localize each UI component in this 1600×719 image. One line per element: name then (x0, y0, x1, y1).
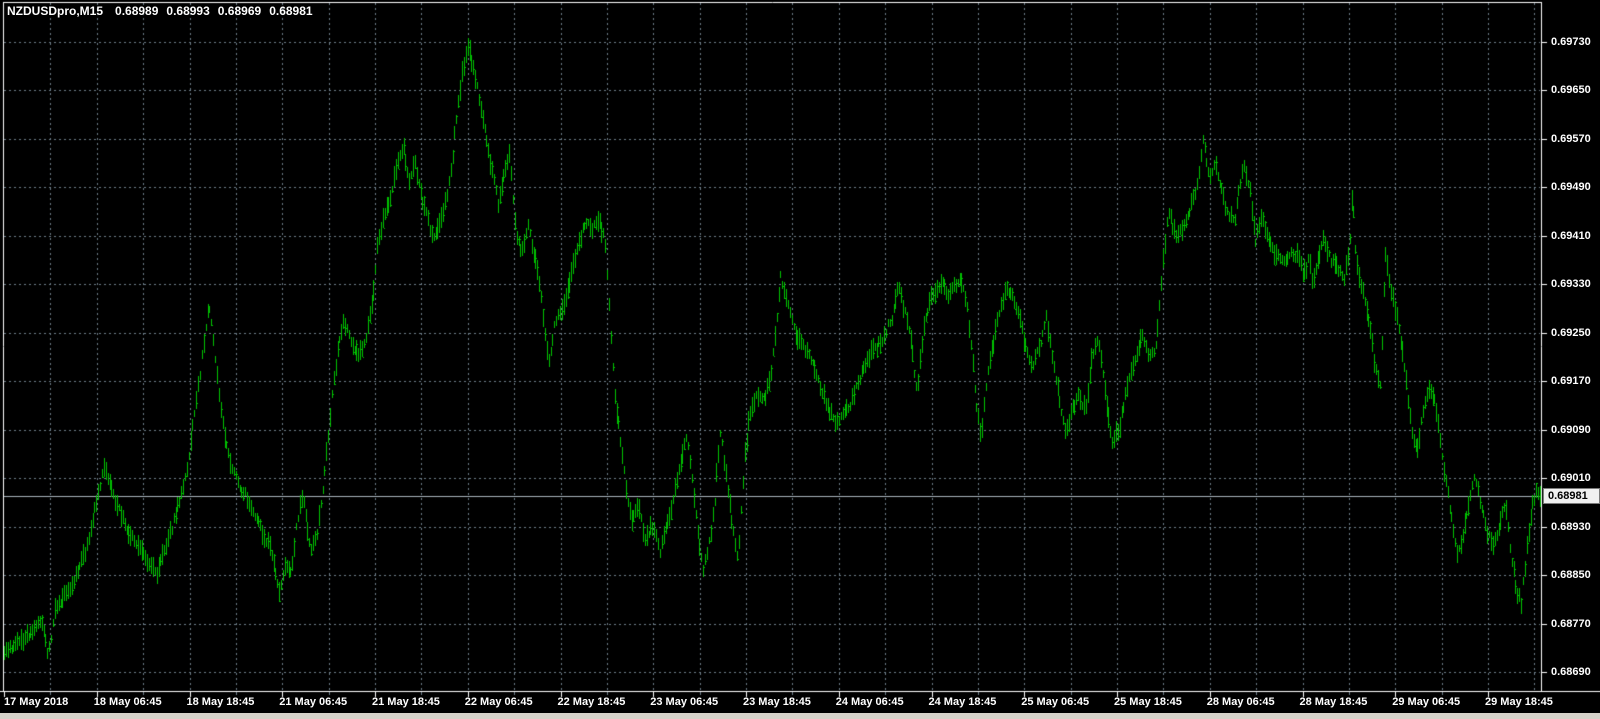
time-axis-label: 22 May 18:45 (557, 696, 626, 708)
time-axis-label: 21 May 06:45 (279, 696, 348, 708)
quote-open: 0.68989 (115, 4, 159, 18)
time-axis-label: 25 May 18:45 (1114, 696, 1182, 708)
price-axis-label: 0.68690 (1551, 665, 1591, 678)
price-axis-label: 0.69570 (1551, 132, 1591, 145)
price-axis-label: 0.69010 (1551, 472, 1591, 485)
price-axis-label: 0.69730 (1551, 36, 1591, 48)
bottom-scrollbar-strip (0, 713, 1600, 719)
price-axis-label: 0.69490 (1551, 181, 1591, 194)
quote-low: 0.68969 (217, 4, 262, 18)
price-axis-label: 0.69330 (1551, 278, 1591, 291)
price-axis-label: 0.68930 (1551, 520, 1591, 533)
price-axis-label: 0.69410 (1551, 229, 1591, 242)
time-axis-label: 18 May 06:45 (93, 696, 162, 708)
time-axis-label: 18 May 18:45 (186, 696, 255, 708)
time-axis-label: 29 May 18:45 (1485, 696, 1553, 708)
price-axis-label: 0.69170 (1551, 375, 1591, 388)
time-axis-label: 22 May 06:45 (464, 696, 533, 708)
time-axis-label: 29 May 06:45 (1392, 696, 1461, 708)
time-axis-label: 23 May 06:45 (650, 696, 719, 708)
time-axis-label: 24 May 18:45 (928, 696, 997, 708)
time-axis-label: 23 May 18:45 (743, 696, 811, 708)
time-axis-label: 28 May 18:45 (1299, 696, 1368, 708)
time-axis-label: 17 May 2018 (4, 696, 69, 708)
time-axis-label: 25 May 06:45 (1021, 696, 1090, 708)
chart-title: NZDUSDpro,M15 0.68989 0.68993 0.68969 0.… (7, 4, 313, 18)
price-axis-label: 0.69090 (1551, 423, 1591, 436)
price-axis-label: 0.68770 (1551, 617, 1591, 630)
time-axis-label: 21 May 18:45 (372, 696, 440, 708)
current-price-tag: 0.68981 (1543, 488, 1600, 504)
symbol-period-label: NZDUSDpro,M15 (7, 4, 104, 18)
time-axis-label: 24 May 06:45 (835, 696, 904, 708)
quote-close: 0.68981 (269, 4, 313, 18)
price-axis-label: 0.69650 (1551, 84, 1591, 97)
price-axis-label: 0.68850 (1551, 569, 1591, 582)
price-axis-label: 0.69250 (1551, 326, 1591, 339)
quote-high: 0.68993 (166, 4, 210, 18)
time-axis-label: 28 May 06:45 (1206, 696, 1275, 708)
